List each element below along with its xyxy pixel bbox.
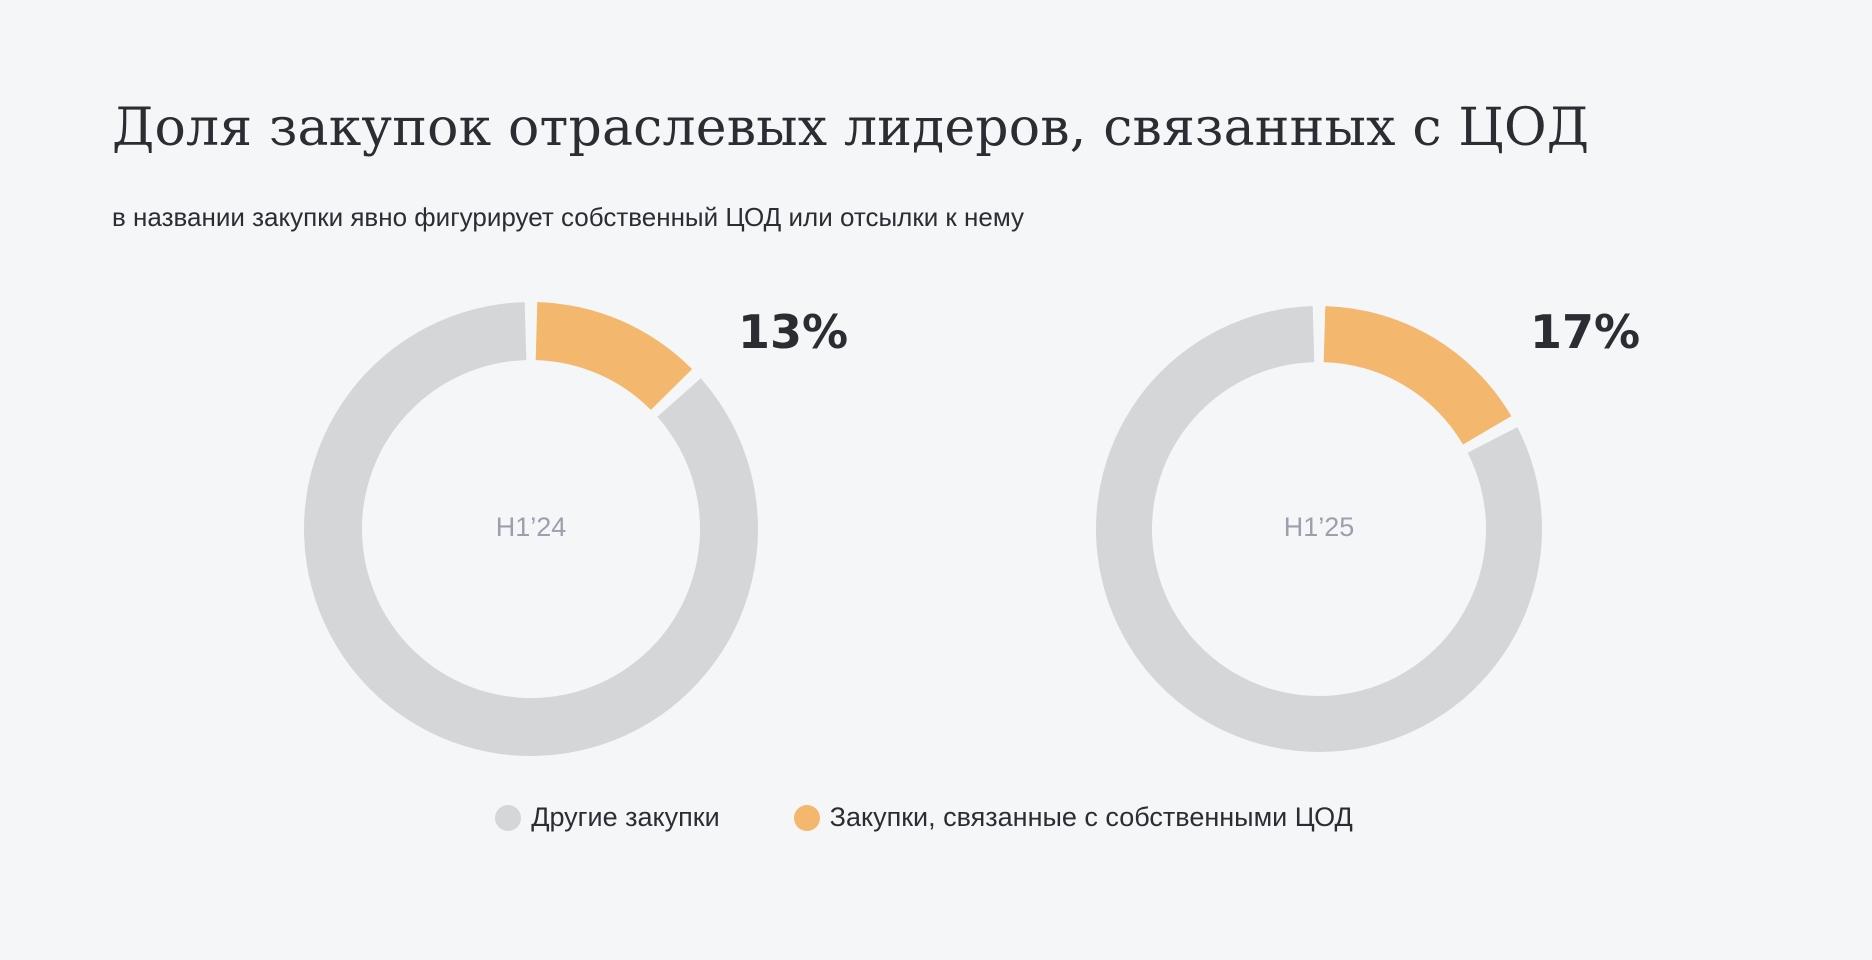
legend-swatch-dc [793,804,820,831]
center-label-h1-24: H1’24 [496,512,567,542]
slice-dc-h1-24 [535,302,693,410]
center-label-h1-25: H1’25 [1284,512,1355,542]
legend-label-other: Другие закупки [531,802,720,832]
pct-label-h1-24: 13% [738,305,848,359]
slice-dc-h1-25 [1323,306,1512,445]
donut-h1-24: 13% H1’24 [304,302,848,756]
legend-item-other: Другие закупки [495,802,720,833]
chart-legend: Другие закупки Закупки, связанные с собс… [0,802,1872,833]
pct-label-h1-25: 17% [1530,305,1640,359]
legend-label-dc: Закупки, связанные с собственными ЦОД [829,802,1353,832]
chart-title: Доля закупок отраслевых лидеров, связанн… [112,98,1590,158]
legend-item-dc: Закупки, связанные с собственными ЦОД [793,802,1353,833]
legend-swatch-other [495,804,522,831]
chart-subtitle: в названии закупки явно фигурирует собст… [112,202,1025,232]
donut-h1-25: 17% H1’25 [1096,305,1640,752]
